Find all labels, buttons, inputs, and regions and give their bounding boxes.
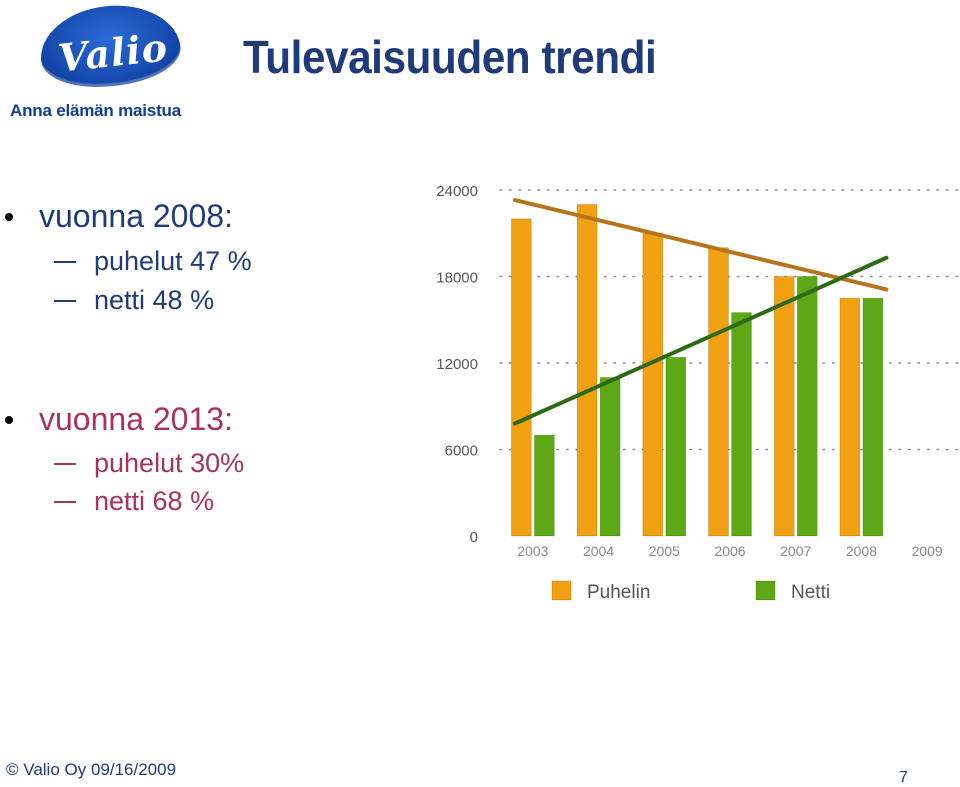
trendline-netti (515, 258, 887, 424)
y-tick-label: 6000 (445, 443, 478, 460)
sub-bullet-text: puhelut 30% (94, 448, 244, 479)
footer-copyright: © Valio Oy 09/16/2009 (6, 760, 176, 780)
bullet-heading-2008: vuonna 2008: (39, 198, 233, 235)
bullet-heading-2013: vuonna 2013: (39, 401, 233, 438)
x-tick-label: 2009 (912, 543, 943, 559)
legend-label-netti: Netti (791, 582, 830, 603)
bar-netti-2003 (534, 435, 554, 536)
y-tick-label: 0 (470, 529, 478, 546)
bar-puhelin-2004 (577, 204, 597, 536)
x-tick-label: 2003 (517, 543, 548, 559)
bar-chart: 24000 18000 12000 6000 0 2003 2004 2005 2006 2007… (420, 170, 960, 620)
sub-bullet-dash (54, 300, 76, 302)
logo-tagline: Anna elämän maistua (10, 101, 210, 121)
bar-puhelin-2006 (709, 248, 729, 536)
bullet-dot (5, 416, 13, 424)
x-tick-label: 2006 (714, 543, 745, 559)
sub-bullet-dash (54, 463, 76, 465)
valio-logo: Valio Anna elämän maistua (10, 2, 210, 122)
bar-netti-2008 (863, 298, 883, 536)
bar-netti-2006 (732, 313, 752, 536)
y-tick-label: 24000 (436, 183, 478, 200)
bar-netti-2007 (797, 277, 817, 537)
sub-bullet-dash (54, 261, 76, 263)
y-tick-label: 18000 (436, 270, 478, 287)
sub-bullet-dash (54, 501, 76, 503)
x-tick-label: 2005 (649, 543, 680, 559)
sub-bullet-calls-2013: puhelut 30% (54, 448, 244, 479)
bar-netti-2004 (600, 377, 620, 536)
bar-netti-2005 (666, 357, 686, 536)
x-tick-label: 2004 (583, 543, 614, 559)
bullet-2008: vuonna 2008: (5, 198, 233, 235)
bullet-dot (5, 213, 13, 221)
sub-bullet-text: puhelut 47 % (94, 246, 252, 277)
slide-title: Tulevaisuuden trendi (243, 30, 656, 84)
bar-puhelin-2007 (774, 277, 794, 537)
legend-swatch-netti (756, 581, 775, 600)
legend-label-puhelin: Puhelin (587, 582, 650, 603)
x-tick-label: 2007 (780, 543, 811, 559)
page-number: 7 (899, 769, 908, 787)
legend-swatch-puhelin (552, 581, 571, 600)
sub-bullet-net-2013: netti 68 % (54, 486, 214, 517)
sub-bullet-calls-2008: puhelut 47 % (54, 246, 252, 277)
y-tick-label: 12000 (436, 356, 478, 373)
sub-bullet-text: netti 68 % (94, 486, 214, 517)
bullet-2013: vuonna 2013: (5, 401, 233, 438)
sub-bullet-text: netti 48 % (94, 285, 214, 316)
bar-puhelin-2008 (840, 298, 860, 536)
x-tick-label: 2008 (846, 543, 877, 559)
sub-bullet-net-2008: netti 48 % (54, 285, 214, 316)
bar-puhelin-2005 (643, 233, 663, 536)
bar-puhelin-2003 (511, 219, 531, 536)
